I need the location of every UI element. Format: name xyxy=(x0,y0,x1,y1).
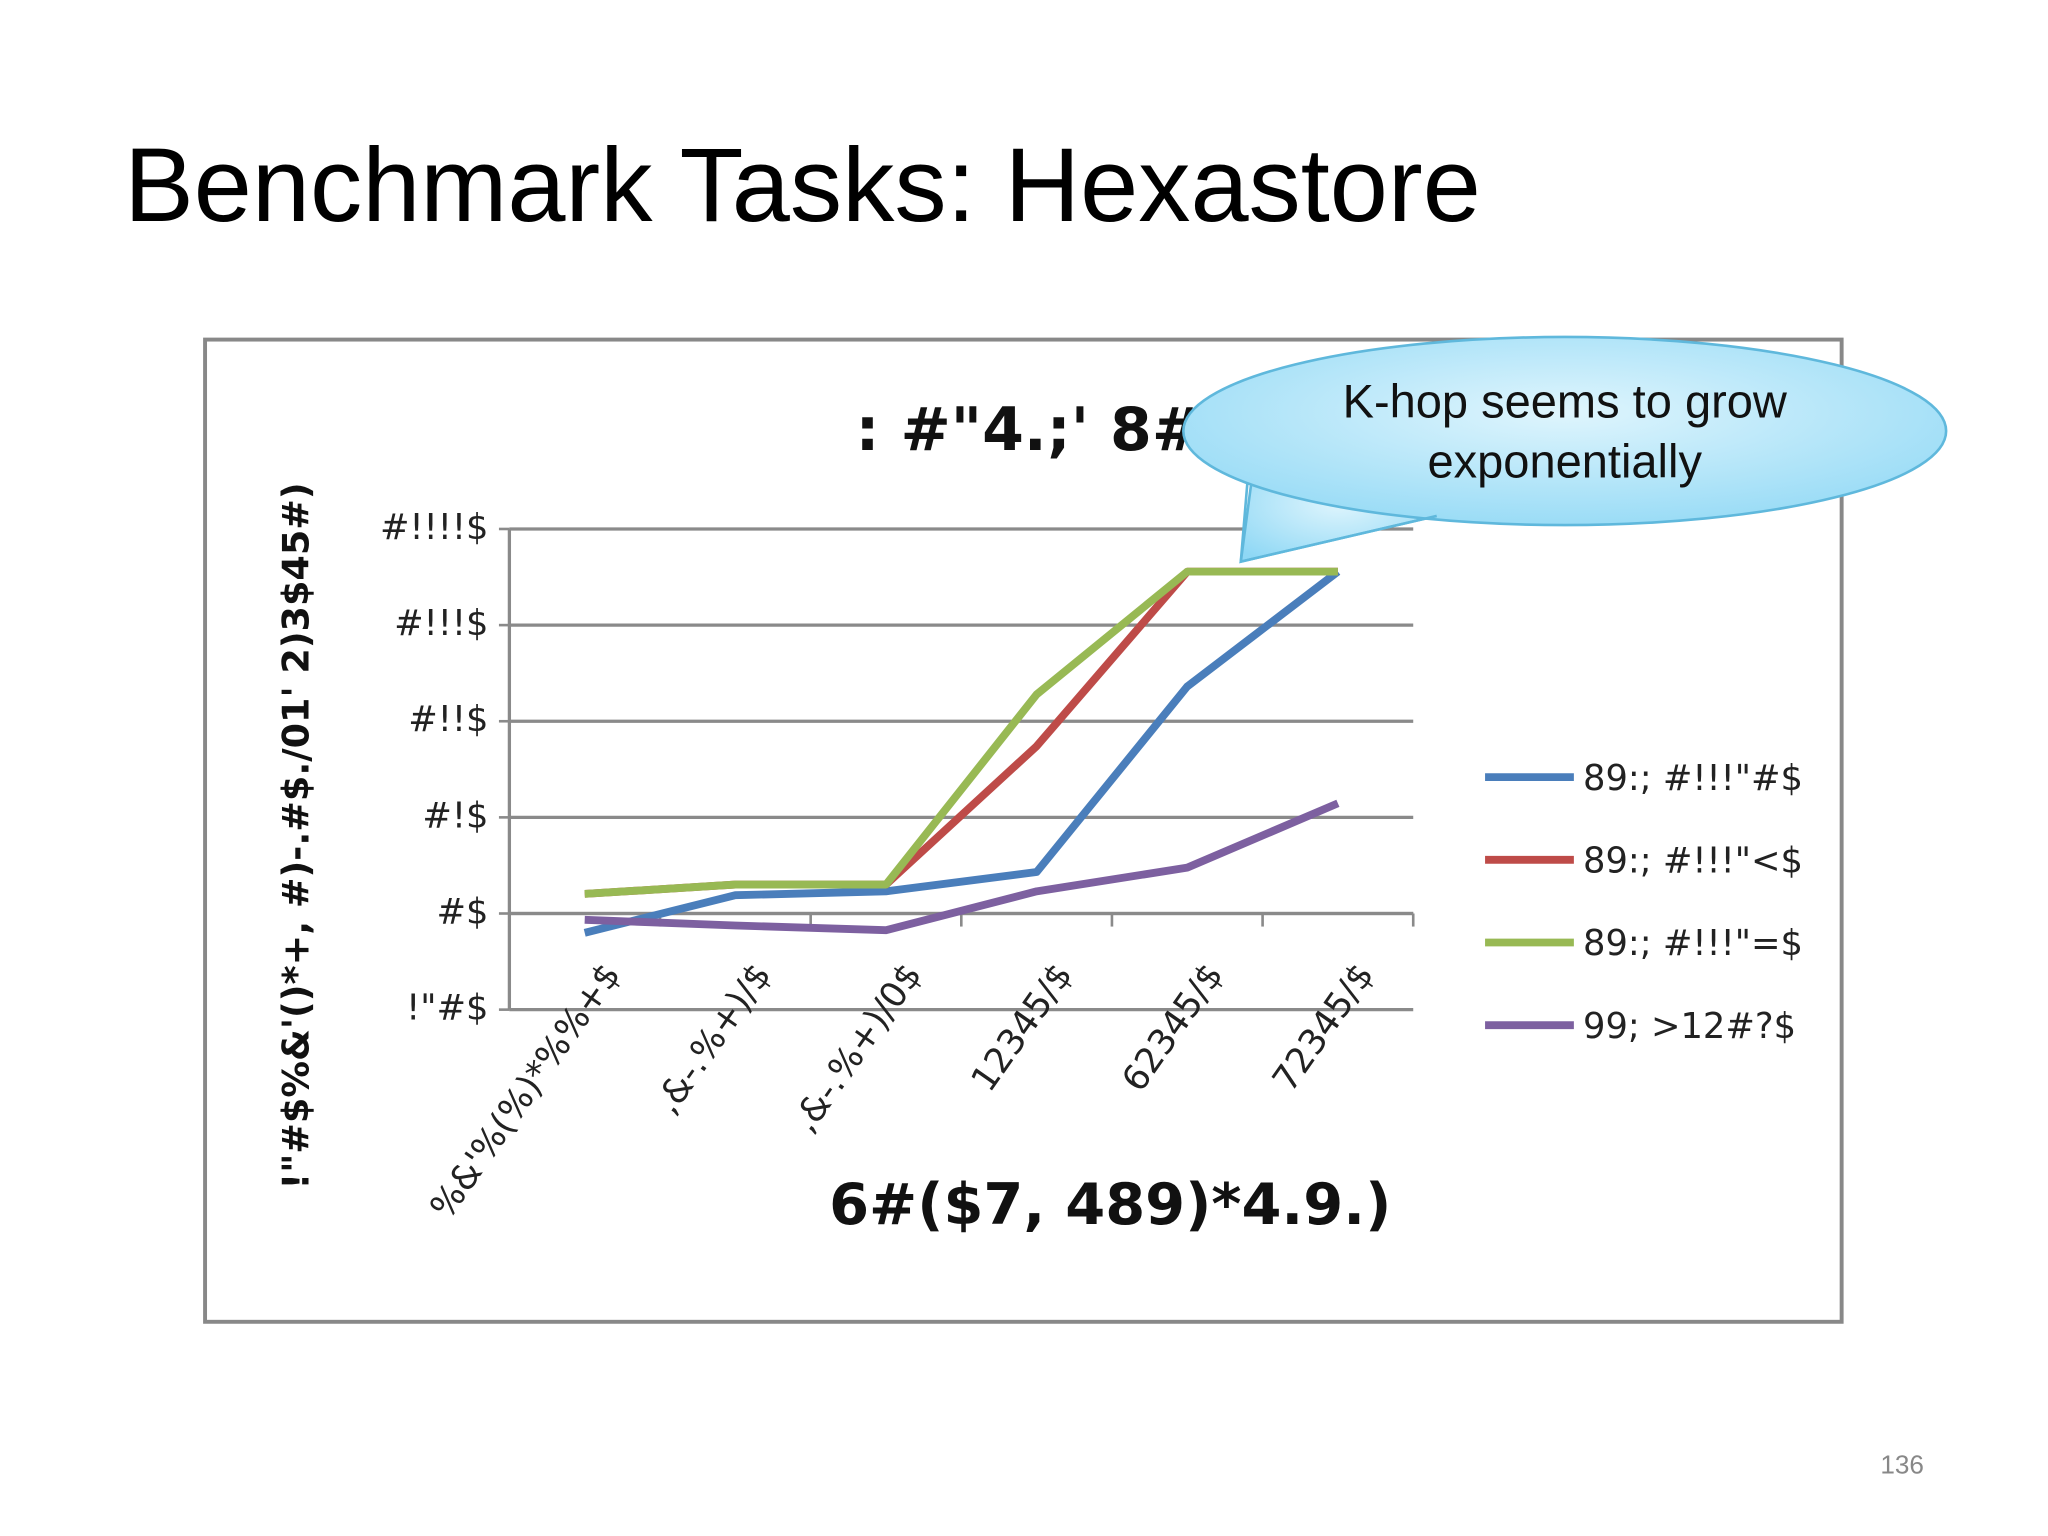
y-tick-label: !"#$ xyxy=(406,988,488,1029)
callout-text: exponentially xyxy=(1428,434,1703,487)
page-number: 136 xyxy=(1880,1450,1924,1480)
series-line xyxy=(583,568,1341,937)
callout-text: K-hop seems to grow xyxy=(1343,374,1788,427)
callout-bubble xyxy=(1182,335,1948,527)
callout-tail-edge xyxy=(1239,483,1438,564)
legend-label: 89:; #!!!"<$ xyxy=(1583,840,1803,881)
y-tick-label: #!!!$ xyxy=(394,603,488,644)
x-axis-title: 6#($7, 489)*4.9.) xyxy=(829,1171,1391,1238)
y-tick-label: #!$ xyxy=(422,795,488,836)
series-line xyxy=(584,799,1340,935)
legend-label: 99; >12#?$ xyxy=(1583,1006,1796,1047)
y-axis-title: !"#$%&'()*+, #)-.#$./01' 2)3$45#) xyxy=(274,482,317,1189)
y-tick-label: #!!!!$ xyxy=(380,507,489,548)
y-tick-label: #$ xyxy=(437,892,489,933)
series-line xyxy=(584,567,1338,898)
y-tick-label: #!!$ xyxy=(408,699,488,740)
legend-label: 89:; #!!!"#$ xyxy=(1583,758,1803,799)
legend-label: 89:; #!!!"=$ xyxy=(1583,923,1803,964)
slide-title: Benchmark Tasks: Hexastore xyxy=(124,127,1481,244)
callout: K-hop seems to grow exponentially xyxy=(1182,335,1948,564)
chart-title: : #"4.;' 8# xyxy=(856,395,1203,465)
